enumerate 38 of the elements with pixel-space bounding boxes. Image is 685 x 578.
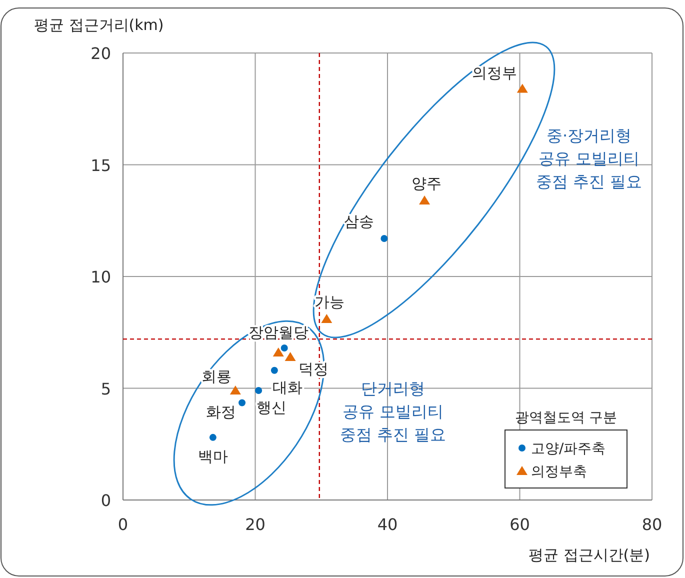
point [321,314,332,323]
annotation: 가능 [314,292,345,311]
y-tick-label: 10 [90,268,111,286]
legend-label: 의정부축 [531,464,587,480]
point [230,385,241,394]
annotation: 화정 [206,402,236,421]
x-tick-label: 20 [245,515,266,534]
annotation: 대화 [272,378,302,396]
point [280,344,288,352]
annotation: 행신 [256,398,287,416]
point [284,352,296,361]
annotation: 의정부 [472,64,517,82]
point [380,235,388,242]
annotation: 중·장거리형 공유 모빌리티 중점 추진 필요 [536,126,642,191]
point [270,366,278,374]
y-axis-title: 평균 접근거리(km) [34,16,164,34]
point [209,434,216,441]
x-tick-label: 80 [642,515,662,534]
annotation: 단거리형 공유 모빌리티 중점 추진 필요 [340,379,446,444]
y-tick-label: 15 [90,156,111,175]
point [419,196,430,205]
point [272,347,284,356]
annotation: 장암월당 [248,323,308,342]
point [238,399,246,406]
annotation: 삼송 [344,212,374,231]
x-tick-label: 40 [377,515,398,534]
x-tick-label: 0 [118,515,128,534]
annotation: 양주 [412,174,442,193]
point [255,386,262,394]
legend-label: 고양/파주축 [531,441,606,457]
x-tick-label: 60 [510,515,530,534]
y-tick-label: 20 [90,44,111,63]
y-tick-label: 0 [100,491,111,510]
y-tick-label: 5 [100,379,111,398]
x-axis-title: 평균 접근시간(분) [528,546,650,564]
legend-title: 광역철도역 구분 [514,410,618,426]
annotation: 백마 [198,447,228,466]
point [516,84,528,93]
